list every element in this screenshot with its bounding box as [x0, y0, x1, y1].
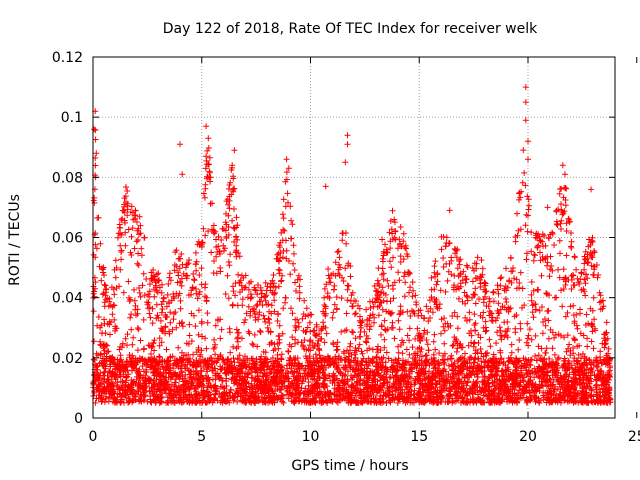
data-point	[103, 393, 110, 400]
data-point	[390, 380, 397, 387]
data-point	[248, 369, 255, 376]
data-point	[391, 381, 398, 388]
data-point	[578, 355, 584, 362]
data-point	[198, 367, 205, 374]
data-point	[173, 384, 180, 391]
data-point	[421, 375, 428, 382]
data-point	[263, 366, 270, 373]
data-point	[234, 398, 241, 405]
data-point	[520, 355, 527, 362]
data-point	[593, 363, 600, 370]
data-point	[209, 399, 216, 406]
data-point	[586, 356, 593, 363]
data-point	[549, 372, 556, 379]
data-point	[526, 373, 532, 380]
data-point	[230, 355, 237, 362]
data-point	[228, 358, 235, 365]
data-point	[540, 358, 546, 365]
data-point	[204, 368, 211, 375]
data-point	[134, 358, 141, 365]
data-point	[531, 374, 538, 381]
data-point	[176, 376, 183, 383]
data-point	[463, 382, 470, 389]
data-point	[429, 370, 436, 377]
data-point	[435, 360, 442, 367]
data-point	[324, 359, 331, 366]
data-point	[352, 354, 359, 361]
data-point	[285, 395, 292, 402]
data-point	[405, 358, 411, 365]
data-point	[285, 382, 292, 389]
data-point	[444, 356, 451, 363]
data-point	[598, 367, 605, 374]
data-point	[548, 385, 554, 392]
data-point	[320, 354, 326, 361]
data-point	[299, 377, 306, 384]
data-point	[133, 376, 140, 383]
data-point	[494, 368, 501, 375]
data-point	[385, 355, 392, 362]
data-point	[476, 363, 483, 370]
data-point	[533, 357, 540, 364]
data-point	[143, 366, 150, 373]
data-point	[93, 364, 100, 371]
data-point	[546, 355, 553, 362]
data-point	[234, 355, 241, 362]
data-point	[473, 370, 480, 377]
data-point	[387, 374, 394, 380]
data-point	[272, 357, 279, 364]
data-point	[341, 372, 348, 379]
data-point	[94, 366, 101, 373]
data-point	[517, 379, 524, 386]
data-point	[482, 373, 488, 380]
data-point	[289, 390, 296, 396]
data-point	[474, 374, 481, 381]
data-point	[545, 395, 552, 402]
data-point	[581, 370, 588, 377]
data-point	[561, 355, 568, 362]
data-point	[371, 372, 378, 379]
data-point	[445, 362, 452, 369]
data-point	[528, 356, 535, 363]
data-point	[588, 387, 595, 394]
data-point	[345, 382, 352, 388]
data-point	[91, 388, 97, 395]
data-point	[368, 358, 375, 365]
data-point	[217, 363, 224, 370]
data-point	[117, 371, 124, 378]
data-point	[558, 374, 565, 381]
data-point	[449, 374, 456, 381]
data-point	[245, 371, 252, 378]
data-point	[342, 371, 349, 378]
data-point	[481, 374, 487, 381]
data-point	[351, 357, 358, 364]
data-point	[440, 367, 447, 374]
data-point	[587, 392, 594, 399]
data-point	[301, 367, 307, 374]
data-point	[455, 357, 462, 363]
data-point	[228, 386, 234, 393]
data-point	[277, 387, 284, 393]
data-point	[485, 377, 491, 384]
data-point	[416, 385, 423, 392]
data-point	[331, 385, 338, 392]
data-point	[377, 393, 384, 399]
data-point	[137, 357, 143, 364]
data-points	[90, 84, 614, 406]
data-point	[378, 374, 385, 381]
data-point	[512, 367, 519, 373]
data-point	[231, 359, 238, 366]
data-point	[268, 358, 274, 365]
